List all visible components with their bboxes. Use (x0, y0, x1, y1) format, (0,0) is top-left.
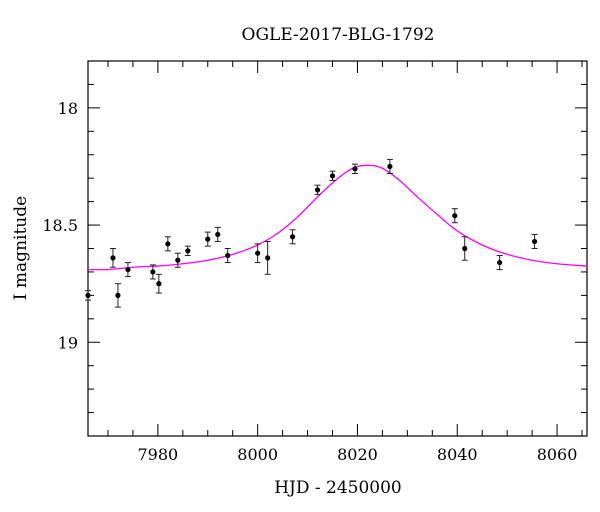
data-point (289, 229, 296, 245)
data-point-marker (115, 292, 121, 298)
data-point-marker (125, 266, 131, 273)
data-point-marker (329, 173, 336, 179)
data-point (109, 248, 116, 268)
data-point-marker (110, 255, 116, 261)
data-point-marker (452, 213, 458, 219)
y-tick-label: 18.5 (42, 216, 78, 235)
data-point (149, 264, 156, 280)
x-tick-label: 7980 (138, 445, 179, 464)
model-curve-line (87, 164, 588, 271)
data-point (451, 208, 458, 224)
data-point-marker (205, 236, 211, 242)
x-tick-labels: 7980 8000 8020 8040 8060 (138, 445, 578, 464)
axis-ticks (88, 60, 587, 437)
data-point (254, 243, 261, 264)
data-point-marker (532, 238, 538, 245)
data-point (174, 252, 181, 268)
y-axis-label: I magnitude (11, 196, 31, 300)
data-point (214, 226, 221, 242)
data-point (531, 233, 538, 249)
y-tick-labels: 18 18.5 19 (42, 99, 78, 352)
x-tick-label: 8040 (437, 445, 478, 464)
data-point-marker (387, 163, 393, 170)
data-point (351, 163, 358, 174)
data-point-marker (265, 255, 271, 261)
data-point-marker (255, 250, 261, 256)
y-tick-label: 18 (58, 99, 78, 118)
y-tick-label: 19 (58, 333, 78, 352)
data-point (114, 283, 121, 308)
data-point-marker (289, 234, 296, 240)
data-point-marker (156, 281, 162, 287)
data-point (85, 290, 91, 301)
data-point (164, 236, 171, 252)
data-point (461, 236, 468, 261)
data-point (184, 245, 191, 257)
data-point-marker (225, 252, 231, 259)
x-axis-label: HJD - 2450000 (274, 478, 402, 498)
x-tick-label: 8060 (537, 445, 578, 464)
data-point-marker (497, 259, 503, 266)
data-point (124, 262, 131, 278)
model-curve-group (87, 164, 588, 271)
data-point-marker (85, 292, 91, 298)
data-point-marker (185, 248, 191, 254)
x-tick-label: 8000 (237, 445, 278, 464)
data-point (386, 158, 393, 174)
data-point (264, 240, 271, 275)
data-point-marker (165, 241, 171, 247)
plot-frame (87, 60, 588, 437)
chart-title: OGLE-2017-BLG-1792 (242, 25, 435, 45)
data-point-marker (352, 166, 358, 172)
data-point-marker (150, 269, 156, 275)
data-point (314, 184, 321, 196)
data-point-marker (215, 231, 221, 238)
data-point (224, 248, 231, 264)
data-point (329, 170, 336, 182)
data-point-marker (175, 257, 181, 263)
data-point-marker (314, 187, 321, 193)
data-points-group (85, 158, 538, 308)
data-point (496, 255, 503, 271)
data-point (155, 273, 162, 294)
data-point-marker (462, 245, 468, 252)
x-tick-label: 8020 (337, 445, 378, 464)
data-point (204, 231, 211, 247)
